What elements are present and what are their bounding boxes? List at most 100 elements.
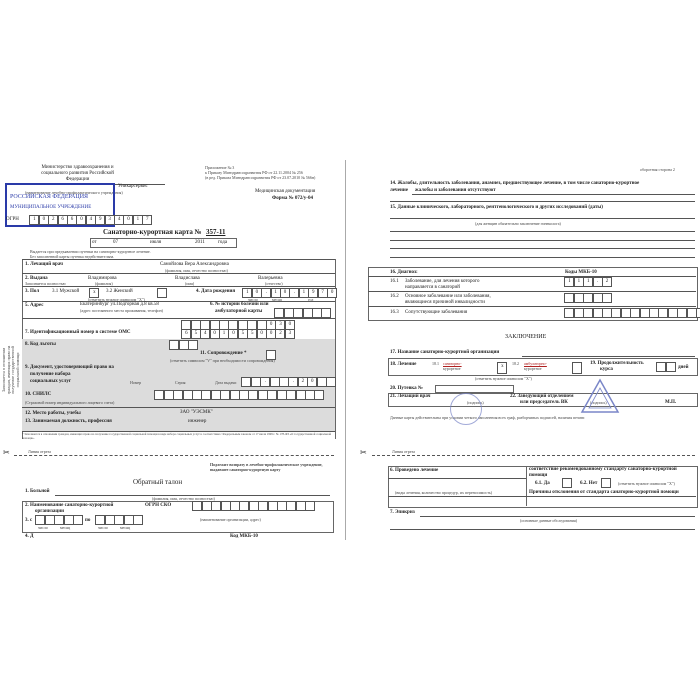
digit-box <box>133 515 144 525</box>
card-number: 357-11 <box>206 228 226 236</box>
complaints-value: жалобы и заболевания отсутствуют <box>415 188 496 193</box>
diag-16-2-num: 16.2 <box>390 294 399 299</box>
snils-label: 10. СНИЛС <box>25 392 52 397</box>
voucher-field[interactable] <box>435 385 514 393</box>
benefit-code-boxes <box>169 340 199 350</box>
name-caption: (имя) <box>185 281 195 286</box>
treat-18-2-text-1: амбулаторно- <box>524 361 547 366</box>
days-label: дней <box>678 365 689 370</box>
treat-18-2-num: 18.2 <box>512 361 519 366</box>
work-value: ЗАО "УЭСМК" <box>180 410 213 415</box>
position-label: 13. Занимаемая должность, профессия <box>25 419 112 424</box>
note-2: Без заполненной карты путевка недействит… <box>30 254 115 259</box>
sex-male-checkbox[interactable]: x <box>89 288 100 298</box>
treat-ambulatory-mark[interactable] <box>572 362 583 374</box>
period-cap-3: число <box>98 525 108 530</box>
triangle-seal-stamp <box>580 378 620 413</box>
sex-male-mark[interactable]: x <box>89 288 100 298</box>
treat-sanatorium-checkbox[interactable]: x <box>497 362 508 374</box>
address-label: 5. Адрес <box>25 303 44 308</box>
social-doc-label-3: социальных услуг <box>30 379 72 384</box>
appendix-line-2: к Приказу Минздравсоцразвития РФ от 22.1… <box>205 170 303 175</box>
no-checkbox[interactable] <box>601 478 612 488</box>
history-label-1: 6. № истории болезни или <box>210 302 269 307</box>
sex-male-label: 3.1 Мужской <box>52 289 80 294</box>
doc-number-label: Номер <box>130 380 142 385</box>
appendix-line-3: (в ред. Приказа Минздравсоцразвития РФ о… <box>205 175 316 180</box>
doc-date-label: Дата выдачи <box>215 380 237 385</box>
lab-label: 15. Данные клинического, лабораторного, … <box>390 205 603 210</box>
diag-16-1-num: 16.1 <box>390 279 399 284</box>
address-value: Екатеринбург ул.Подгорная д.8 кв.58 <box>80 302 159 307</box>
social-doc-label-2: получение набора <box>30 372 71 377</box>
doctor-value: Самойлова Вера Александровна <box>160 262 229 267</box>
diag-16-2-text-2: являющиеся причиной инвалидности <box>405 300 485 305</box>
epicrisis-label: 7. Эпикриз <box>390 510 415 515</box>
digit-box <box>188 340 199 350</box>
period-cap-4: месяц <box>120 525 131 530</box>
treatment-label: 18. Лечение <box>390 362 417 367</box>
digit-box <box>601 478 612 488</box>
position-value: инженер <box>188 419 207 424</box>
sko-label-2: организации <box>35 509 64 514</box>
digit-box: 3 <box>284 329 295 339</box>
institution-stamp: РОССИЙСКАЯ ФЕДЕРАЦИЯ МУНИЦИПАЛЬНОЕ УЧРЕЖ… <box>5 183 115 227</box>
treat-ambulatory-checkbox[interactable] <box>572 362 583 374</box>
sex-female-checkbox[interactable] <box>157 288 168 298</box>
digit-box <box>73 515 84 525</box>
date-year: 2011 <box>195 240 205 245</box>
issued-note: Заполняется полностью <box>25 281 66 286</box>
digit-box: 2 <box>602 277 613 287</box>
period-from-label: 3. с <box>25 518 33 523</box>
history-boxes <box>274 308 332 318</box>
no-label: 6.2. Нет <box>580 481 598 486</box>
return-note: Подлежит возврату в лечебно-профилактиче… <box>210 462 323 472</box>
patronymic-caption: (отчество) <box>265 281 283 286</box>
sex-female-mark[interactable] <box>157 288 168 298</box>
treat-18-1-text-1: санаторно- <box>443 361 462 366</box>
treat-18-1-num: 18.1 <box>432 361 439 366</box>
period-to-label: по <box>85 518 91 523</box>
digit-box <box>321 308 332 318</box>
patient-label: 1. Больной <box>25 489 50 494</box>
treat-sanatorium-mark[interactable]: x <box>497 362 508 374</box>
validity-note: Данные карты действительны при условии ч… <box>390 415 585 420</box>
surname-caption: (фамилия) <box>95 281 113 286</box>
period-cap-1: число <box>38 525 48 530</box>
side-note: оборотная сторона 2 <box>640 167 675 172</box>
conclusion-title: ЗАКЛЮЧЕНИЕ <box>505 334 547 340</box>
escort-checkbox[interactable] <box>266 350 277 360</box>
period-to-boxes <box>95 515 144 525</box>
mkb-label: Коды МКБ-10 <box>565 270 597 275</box>
doc-type: Медицинская документация <box>255 189 316 194</box>
treatment-done-label: 6. Проведено лечение <box>390 468 439 473</box>
epicrisis-caption: (основные данные обследования) <box>520 518 578 523</box>
digit-box: 7 <box>142 215 153 225</box>
snils-boxes <box>154 390 325 400</box>
dob-year-caption: год <box>308 297 314 302</box>
digit-box <box>326 377 337 387</box>
period-cap-2: месяц <box>60 525 71 530</box>
dob-month-caption: месяц <box>272 297 283 302</box>
work-label: 12. Место работы, учебы <box>25 411 81 416</box>
mkb-cut: Код МКБ-10 <box>230 534 258 539</box>
treat-mark-caption: (отметить нужное символом "Х") <box>475 376 532 381</box>
yes-checkbox[interactable] <box>562 478 573 488</box>
duration-label-1: 19. Продолжительность <box>590 361 644 366</box>
digit-box <box>562 478 573 488</box>
seal-label: М.П. <box>665 400 677 405</box>
return-title: Обратный талон <box>133 478 183 486</box>
patient-caption: (фамилия, имя, отчество полностью) <box>152 496 215 501</box>
deviation-label: Причины отклонения от стандарта санаторн… <box>529 490 679 495</box>
ministry-header: Министерство здравоохранения и социально… <box>41 165 114 182</box>
date-from: от <box>92 240 97 245</box>
complaints-value-label: лечение <box>390 188 408 193</box>
cut-line-label: Линия отреза <box>28 449 51 454</box>
dob-label: 4. Дата рождения <box>196 289 236 294</box>
dob-day-caption: число <box>248 297 258 302</box>
voucher-label: 20. Путевка № <box>390 386 423 391</box>
